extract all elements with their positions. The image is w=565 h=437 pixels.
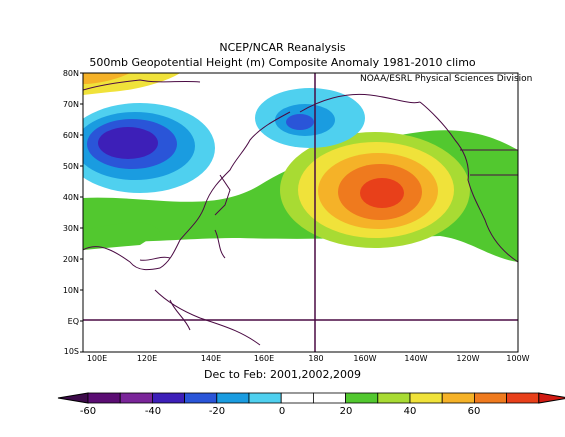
colorbar-bin: [119, 392, 153, 404]
colorbar-bin: [184, 392, 218, 404]
lat-label-10s: 10S: [63, 347, 79, 356]
colorbar-label-40: 40: [403, 406, 417, 417]
colorbar-bin: [473, 392, 507, 404]
lat-label-50n: 50N: [62, 162, 79, 171]
credit-label: NOAA/ESRL Physical Sciences Division: [360, 74, 533, 84]
coastlines: [83, 79, 518, 346]
lat-label-30n: 30N: [62, 224, 79, 233]
colorbar-bin: [345, 392, 379, 404]
colorbar-bin: [377, 392, 411, 404]
lon-label-120w: 120W: [456, 354, 480, 363]
colorbar-max-arrow: [538, 392, 565, 404]
colorbar-bin: [280, 392, 314, 404]
colorbar-bin: [506, 392, 540, 404]
colorbar-bin: [216, 392, 250, 404]
colorbar-label-m40: -40: [144, 406, 162, 417]
colorbar: [57, 392, 565, 404]
lon-label-140w: 140W: [404, 354, 428, 363]
colorbar-bin: [312, 392, 346, 404]
lon-label-120e: 120E: [136, 354, 158, 363]
colorbar-min-arrow: [57, 392, 89, 404]
title-line-2: 500mb Geopotential Height (m) Composite …: [89, 56, 476, 69]
date-subtitle: Dec to Feb: 2001,2002,2009: [204, 368, 361, 381]
title-line-1: NCEP/NCAR Reanalysis: [219, 41, 346, 54]
lat-label-20n: 20N: [62, 255, 79, 264]
colorbar-bin: [441, 392, 475, 404]
lat-label-60n: 60N: [62, 131, 79, 140]
colorbar-label-m20: -20: [208, 406, 226, 417]
colorbar-label-0: 0: [278, 406, 286, 417]
lon-label-140e: 140E: [200, 354, 222, 363]
lon-label-180: 180: [308, 354, 324, 363]
colorbar-bin: [87, 392, 121, 404]
lat-label-80n: 80N: [62, 69, 79, 78]
colorbar-bin: [248, 392, 282, 404]
lat-label-10n: 10N: [62, 286, 79, 295]
lon-label-100w: 100W: [506, 354, 530, 363]
lat-label-eq: EQ: [67, 317, 79, 326]
lat-label-70n: 70N: [62, 100, 79, 109]
lon-label-160w: 160W: [353, 354, 377, 363]
anomaly-contours: [83, 73, 518, 262]
axis-ticks: [80, 72, 83, 353]
colorbar-label-m60: -60: [79, 406, 97, 417]
map-frame: [82, 72, 519, 353]
lon-label-160e: 160E: [253, 354, 275, 363]
lon-label-100e: 100E: [86, 354, 108, 363]
lat-label-40n: 40N: [62, 193, 79, 202]
colorbar-bin: [151, 392, 185, 404]
colorbar-label-60: 60: [467, 406, 481, 417]
colorbar-bin: [409, 392, 443, 404]
colorbar-label-20: 20: [339, 406, 353, 417]
